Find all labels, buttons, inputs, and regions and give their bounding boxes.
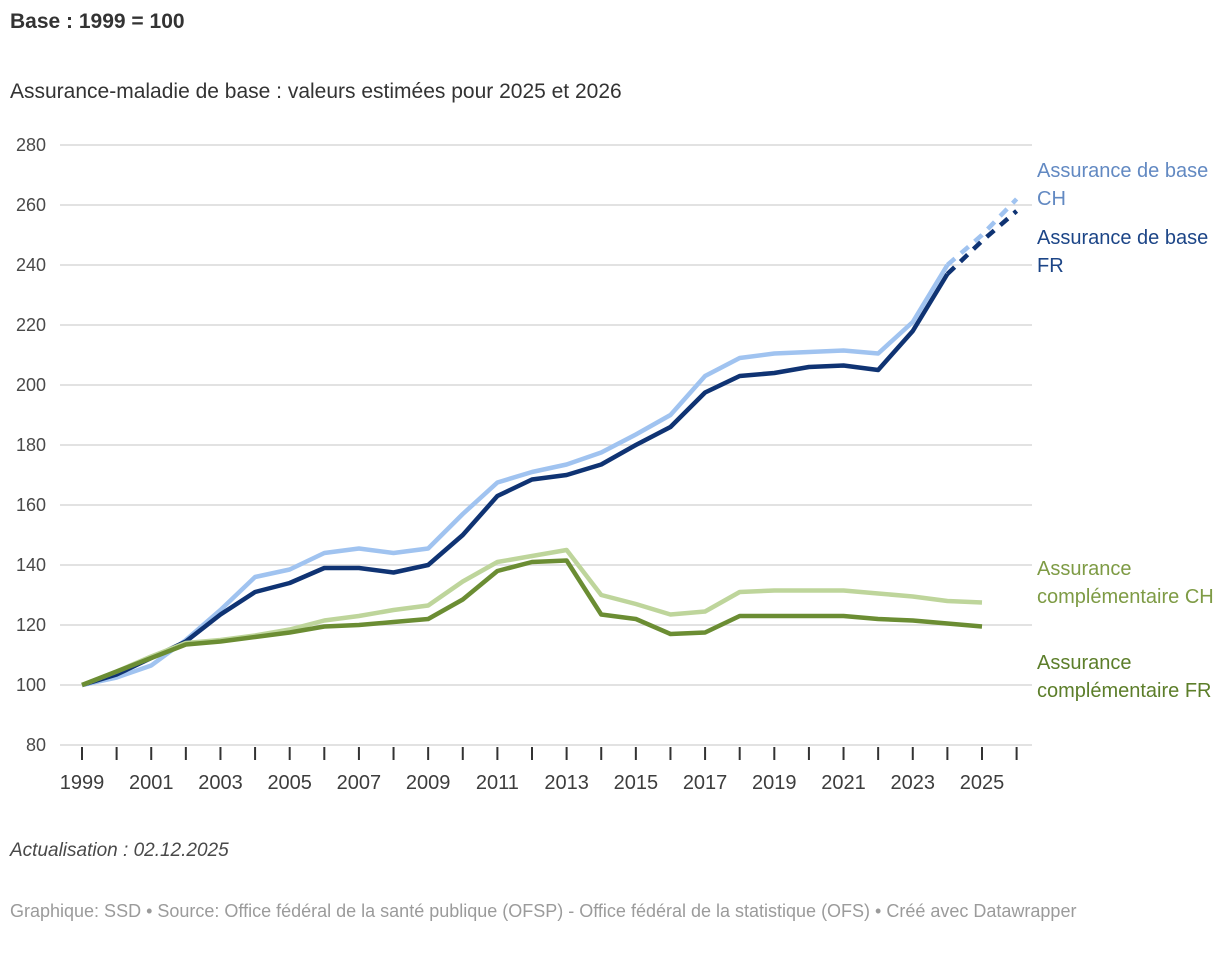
svg-text:2015: 2015 bbox=[614, 772, 659, 794]
series-line-0-solid bbox=[81, 263, 950, 688]
byline: Graphique: SSD • Source: Office fédéral … bbox=[10, 901, 1077, 921]
svg-text:2013: 2013 bbox=[544, 772, 589, 794]
chart-note-title: Base : 1999 = 100 bbox=[10, 10, 185, 33]
svg-text:2011: 2011 bbox=[476, 772, 519, 794]
svg-text:120: 120 bbox=[16, 615, 46, 635]
svg-text:1999: 1999 bbox=[60, 772, 105, 794]
svg-text:2023: 2023 bbox=[891, 772, 936, 794]
legend-label-complementaire-fr: Assurance complémentaire FR bbox=[1037, 652, 1212, 702]
svg-text:160: 160 bbox=[16, 495, 46, 515]
legend-label-complementaire-ch: Assurance complémentaire CH bbox=[1037, 558, 1214, 608]
svg-text:240: 240 bbox=[16, 255, 46, 275]
svg-text:2017: 2017 bbox=[683, 772, 728, 794]
svg-text:2009: 2009 bbox=[406, 772, 451, 794]
series-line-1-solid bbox=[81, 272, 950, 688]
series-line-3 bbox=[81, 558, 983, 688]
line-chart-area: 80 100 120 140 160 180 200 220 240 260 280 1999 2001… bbox=[0, 135, 1220, 800]
update-note: Actualisation : 02.12.2025 bbox=[10, 840, 229, 861]
svg-text:280: 280 bbox=[16, 135, 46, 155]
svg-text:220: 220 bbox=[16, 315, 46, 335]
series-line-1-dashed-estimate bbox=[945, 209, 1019, 276]
legend-label-base-ch: Assurance de base CH bbox=[1037, 160, 1209, 210]
svg-text:200: 200 bbox=[16, 375, 46, 395]
svg-text:2003: 2003 bbox=[198, 772, 243, 794]
chart-subtitle: Assurance-maladie de base : valeurs esti… bbox=[10, 80, 622, 103]
svg-text:80: 80 bbox=[26, 735, 46, 755]
svg-text:140: 140 bbox=[16, 555, 46, 575]
svg-text:100: 100 bbox=[16, 675, 46, 695]
svg-text:2025: 2025 bbox=[960, 772, 1005, 794]
svg-text:2019: 2019 bbox=[752, 772, 797, 794]
svg-text:2007: 2007 bbox=[337, 772, 382, 794]
line-chart-svg: 80 100 120 140 160 180 200 220 240 260 280 1999 2001… bbox=[16, 135, 1032, 794]
x-axis-labels: 1999 2001 2003 2005 2007 2009 2011 2013 2015 2017… bbox=[60, 772, 1005, 794]
svg-text:180: 180 bbox=[16, 435, 46, 455]
svg-text:2005: 2005 bbox=[267, 772, 312, 794]
svg-text:2021: 2021 bbox=[821, 772, 866, 794]
y-axis-labels: 80 100 120 140 160 180 200 220 240 260 280 bbox=[16, 135, 46, 755]
svg-text:2001: 2001 bbox=[129, 772, 174, 794]
svg-text:260: 260 bbox=[16, 195, 46, 215]
x-axis-ticks bbox=[81, 747, 1018, 760]
series-line-0-dashed-estimate bbox=[945, 197, 1019, 267]
gridlines bbox=[60, 144, 1032, 746]
legend-label-base-fr: Assurance de base FR bbox=[1037, 227, 1209, 277]
